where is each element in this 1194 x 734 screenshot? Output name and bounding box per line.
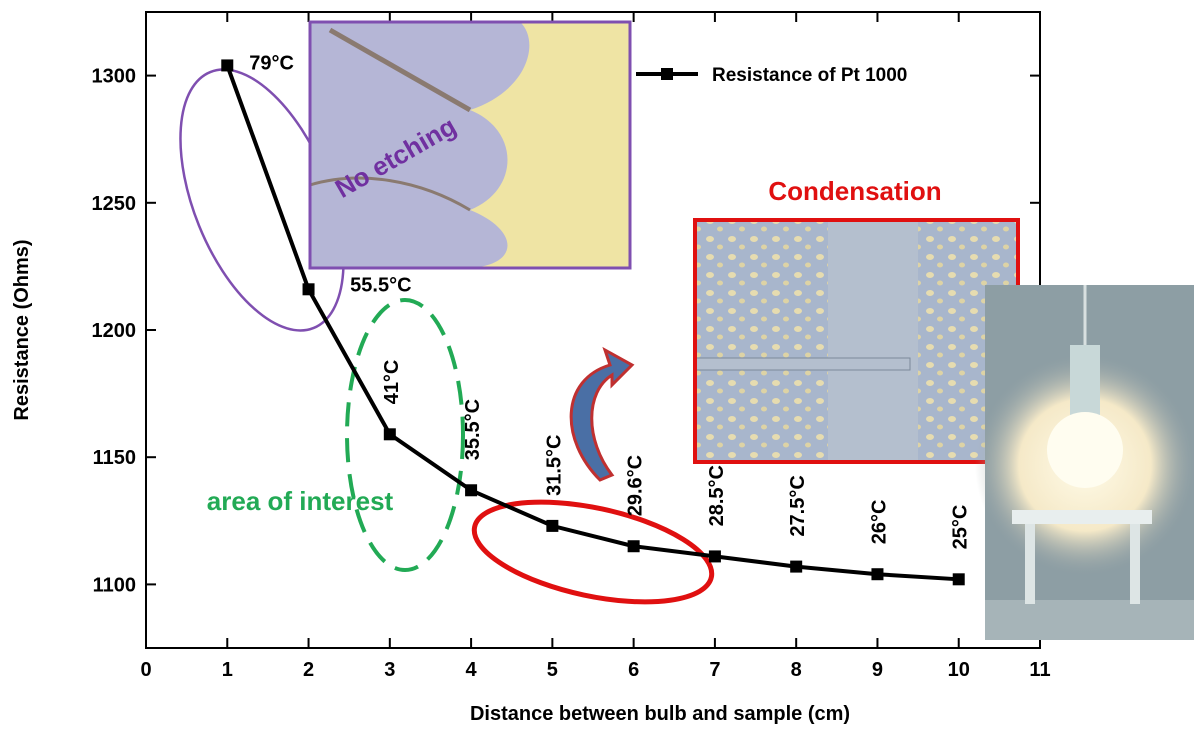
x-tick-label: 6 <box>628 659 639 681</box>
x-tick-label: 4 <box>466 659 478 681</box>
data-point <box>383 428 396 441</box>
y-axis-label: Resistance (Ohms) <box>11 239 33 420</box>
data-label: 79°C <box>249 52 294 74</box>
data-point <box>465 484 478 497</box>
x-tick-label: 1 <box>222 659 233 681</box>
y-tick-label: 1150 <box>93 447 136 469</box>
y-tick-label: 1100 <box>93 574 136 596</box>
legend-marker <box>661 68 673 80</box>
x-tick-label: 3 <box>384 659 395 681</box>
x-tick-label: 8 <box>791 659 802 681</box>
x-axis-label: Distance between bulb and sample (cm) <box>470 703 850 725</box>
x-tick-label: 10 <box>948 659 970 681</box>
bulb-photo <box>975 285 1194 640</box>
x-tick-label: 2 <box>303 659 314 681</box>
data-point <box>546 519 559 532</box>
legend-label: Resistance of Pt 1000 <box>712 65 907 86</box>
y-tick-label: 1250 <box>92 193 137 215</box>
y-tick-label: 1300 <box>92 66 137 88</box>
x-tick-label: 0 <box>140 659 151 681</box>
data-label: 55.5°C <box>350 274 411 296</box>
data-label: 31.5°C <box>543 435 565 496</box>
data-label: 27.5°C <box>787 475 809 536</box>
data-label: 25°C <box>950 505 972 550</box>
ellipse <box>345 298 465 572</box>
data-label: 41°C <box>381 360 403 405</box>
data-point <box>221 59 234 72</box>
x-tick-label: 11 <box>1029 659 1050 681</box>
x-tick-label: 9 <box>872 659 883 681</box>
data-label: 28.5°C <box>706 465 728 526</box>
ellipse <box>471 499 715 605</box>
data-point <box>627 540 640 553</box>
data-point <box>952 573 965 586</box>
data-point <box>708 550 721 563</box>
x-tick-label: 7 <box>709 659 720 681</box>
data-point <box>790 560 803 573</box>
data-label: 35.5°C <box>462 399 484 460</box>
micrograph: No etching <box>308 20 632 270</box>
annotation: Condensation <box>768 176 941 206</box>
annotation: area of interest <box>207 486 394 516</box>
y-tick-label: 1200 <box>92 320 137 342</box>
legend: Resistance of Pt 1000 <box>636 65 907 86</box>
line <box>225 64 959 582</box>
data-point <box>871 568 884 581</box>
condensation-image <box>693 218 1020 464</box>
data-label: 29.6°C <box>625 455 647 516</box>
x-tick-label: 5 <box>547 659 558 681</box>
axes: 0 1 2 3 4 5 6 7 8 9 10 11 1100 1150 1200 1250 1300 <box>92 11 1051 681</box>
data-point <box>302 283 315 296</box>
data-label: 26°C <box>868 500 890 545</box>
arrow <box>569 346 635 482</box>
